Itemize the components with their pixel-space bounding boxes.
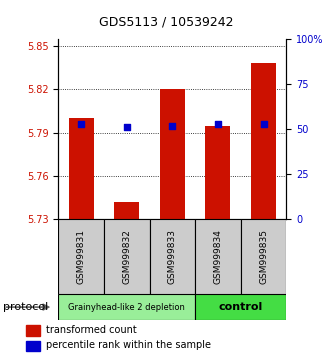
Text: GSM999835: GSM999835 [259, 229, 268, 284]
Text: GSM999832: GSM999832 [122, 229, 131, 284]
Point [124, 125, 129, 130]
Bar [195, 294, 286, 320]
Bar [160, 90, 185, 219]
Text: control: control [219, 302, 263, 312]
Text: percentile rank within the sample: percentile rank within the sample [46, 339, 211, 350]
Bar [150, 219, 195, 294]
Text: transformed count: transformed count [46, 325, 137, 335]
Point [215, 121, 221, 127]
Point [261, 121, 266, 127]
Bar [205, 126, 230, 219]
Text: GSM999831: GSM999831 [77, 229, 86, 284]
Bar [58, 294, 195, 320]
Text: GSM999833: GSM999833 [168, 229, 177, 284]
Text: protocol: protocol [3, 302, 49, 312]
Text: GSM999834: GSM999834 [213, 229, 222, 284]
Text: GDS5113 / 10539242: GDS5113 / 10539242 [99, 16, 234, 29]
Bar [26, 341, 40, 350]
Bar [58, 219, 104, 294]
Bar [69, 118, 94, 219]
Point [79, 121, 84, 127]
Bar [195, 219, 241, 294]
Text: Grainyhead-like 2 depletion: Grainyhead-like 2 depletion [68, 303, 185, 312]
Bar [104, 219, 150, 294]
Point [170, 123, 175, 129]
Bar [241, 219, 286, 294]
Bar [251, 63, 276, 219]
Bar [114, 202, 139, 219]
Bar [26, 325, 40, 336]
